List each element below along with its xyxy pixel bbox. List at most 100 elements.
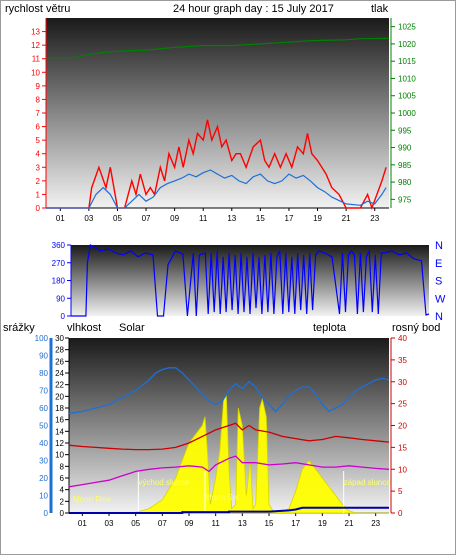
rain-y-tick-label: 40 bbox=[39, 439, 48, 448]
temperature-solar-chart: 0102030405060708090100024681012141618202… bbox=[35, 334, 408, 528]
wind-y-tick-label: 9 bbox=[36, 82, 41, 91]
humidity-y-tick-label: 6 bbox=[60, 474, 65, 483]
direction-y-tick-label: 0 bbox=[61, 312, 66, 321]
solar-area bbox=[69, 393, 389, 514]
humidity-y-tick-label: 20 bbox=[55, 392, 64, 401]
temperature-x-tick-label: 19 bbox=[318, 519, 327, 528]
wind-x-tick-label: 21 bbox=[342, 214, 351, 223]
temperature-y-tick-label: 0 bbox=[398, 509, 403, 518]
wind-y-tick-label: 3 bbox=[36, 163, 41, 172]
rain-y-tick-label: 0 bbox=[44, 509, 49, 518]
wind-y-tick-label: 5 bbox=[36, 136, 41, 145]
wind-y-tick-label: 6 bbox=[36, 123, 41, 132]
temperature-x-tick-label: 15 bbox=[265, 519, 274, 528]
direction-y-tick-label: 90 bbox=[56, 294, 65, 303]
temperature-x-tick-label: 23 bbox=[371, 519, 380, 528]
temperature-x-tick-label: 13 bbox=[238, 519, 247, 528]
humidity-y-tick-label: 26 bbox=[55, 357, 64, 366]
pressure-y-tick-label: 1000 bbox=[398, 109, 416, 118]
temperature-x-tick-label: 21 bbox=[345, 519, 354, 528]
wind-x-tick-label: 19 bbox=[313, 214, 322, 223]
temperature-x-tick-label: 17 bbox=[291, 519, 300, 528]
pressure-y-tick-label: 985 bbox=[398, 161, 412, 170]
humidity-y-tick-label: 28 bbox=[55, 346, 64, 355]
direction-compass-label: W bbox=[435, 293, 446, 305]
pressure-line bbox=[46, 37, 390, 59]
rain-y-tick-label: 30 bbox=[39, 457, 48, 466]
pressure-y-tick-label: 975 bbox=[398, 195, 412, 204]
solar-axis-title: Solar bbox=[119, 322, 145, 334]
humidity-axis-title: vlhkost bbox=[67, 322, 101, 334]
temperature-x-tick-label: 09 bbox=[185, 519, 194, 528]
wind-y-tick-label: 0 bbox=[36, 204, 41, 213]
humidity-y-tick-label: 2 bbox=[60, 497, 65, 506]
wind-x-tick-label: 13 bbox=[227, 214, 236, 223]
direction-y-tick-label: 360 bbox=[52, 241, 66, 250]
wind-x-tick-label: 09 bbox=[170, 214, 179, 223]
rain-axis-title: srážky bbox=[3, 322, 35, 334]
temperature-y-tick-label: 35 bbox=[398, 356, 407, 365]
wind_avg-line bbox=[46, 169, 387, 209]
pressure-y-tick-label: 1005 bbox=[398, 92, 416, 101]
temperature-y-tick-label: 10 bbox=[398, 465, 407, 474]
wind-y-tick-label: 8 bbox=[36, 95, 41, 104]
wind-x-tick-label: 17 bbox=[285, 214, 294, 223]
event-annotation: Moon Rise bbox=[73, 495, 112, 504]
temperature-x-tick-label: 07 bbox=[158, 519, 167, 528]
wind-direction-chart: 0 N 90 W 180 S 270 E 360 N bbox=[52, 240, 446, 323]
temperature-x-tick-label: 01 bbox=[78, 519, 87, 528]
wind-panel bbox=[46, 18, 389, 208]
direction-compass-label: N bbox=[435, 240, 443, 252]
pressure-axis-title: tlak bbox=[371, 3, 389, 15]
temperature-x-tick-label: 05 bbox=[131, 519, 140, 528]
temperature-y-tick-label: 20 bbox=[398, 422, 407, 431]
wind-x-tick-label: 15 bbox=[256, 214, 265, 223]
direction-compass-label: N bbox=[435, 311, 443, 323]
humidity-y-tick-label: 12 bbox=[55, 439, 64, 448]
pressure-y-tick-label: 980 bbox=[398, 178, 412, 187]
humidity-y-tick-label: 22 bbox=[55, 381, 64, 390]
humidity-y-tick-label: 4 bbox=[60, 486, 65, 495]
humidity-y-tick-label: 14 bbox=[55, 427, 64, 436]
wind-x-tick-label: 03 bbox=[84, 214, 93, 223]
wind-y-tick-label: 4 bbox=[36, 150, 41, 159]
dew-axis-title: rosný bod bbox=[392, 322, 440, 334]
pressure-y-tick-label: 995 bbox=[398, 126, 412, 135]
humidity-y-tick-label: 24 bbox=[55, 369, 64, 378]
graph-title: 24 hour graph day : 15 July 2017 bbox=[173, 3, 334, 15]
wind-x-tick-label: 01 bbox=[56, 214, 65, 223]
rain-y-tick-label: 80 bbox=[39, 369, 48, 378]
humidity-y-tick-label: 8 bbox=[60, 462, 65, 471]
direction-y-tick-label: 180 bbox=[52, 277, 66, 286]
wind-y-tick-label: 12 bbox=[31, 41, 40, 50]
pressure-y-tick-label: 990 bbox=[398, 144, 412, 153]
pressure-y-tick-label: 1015 bbox=[398, 57, 416, 66]
pressure-y-tick-label: 1010 bbox=[398, 74, 416, 83]
wind-y-tick-label: 11 bbox=[32, 55, 41, 64]
event-annotation: západ slunce bbox=[344, 478, 392, 487]
rain-y-tick-label: 20 bbox=[39, 474, 48, 483]
event-annotation: východ slunce bbox=[138, 478, 189, 487]
rain-y-tick-label: 10 bbox=[39, 492, 48, 501]
wind-x-tick-label: 11 bbox=[199, 214, 208, 223]
temperature-y-tick-label: 5 bbox=[398, 487, 403, 496]
humidity-line bbox=[68, 367, 390, 414]
direction-compass-label: S bbox=[435, 276, 442, 288]
wind-x-tick-label: 05 bbox=[113, 214, 122, 223]
rain-y-tick-label: 90 bbox=[39, 352, 48, 361]
wind-x-tick-label: 23 bbox=[370, 214, 379, 223]
direction-compass-label: E bbox=[435, 258, 442, 270]
humidity-y-tick-label: 10 bbox=[55, 451, 64, 460]
rain-y-tick-label: 70 bbox=[39, 387, 48, 396]
wind_gust-line bbox=[46, 119, 387, 211]
direction-y-tick-label: 270 bbox=[52, 259, 66, 268]
wind-y-tick-label: 1 bbox=[36, 190, 41, 199]
rain-line bbox=[69, 506, 389, 514]
rain-y-tick-label: 60 bbox=[39, 404, 48, 413]
rain-y-tick-label: 50 bbox=[39, 422, 48, 431]
temperature-y-tick-label: 30 bbox=[398, 378, 407, 387]
wind-x-tick-label: 07 bbox=[142, 214, 151, 223]
dew-line bbox=[68, 455, 390, 488]
